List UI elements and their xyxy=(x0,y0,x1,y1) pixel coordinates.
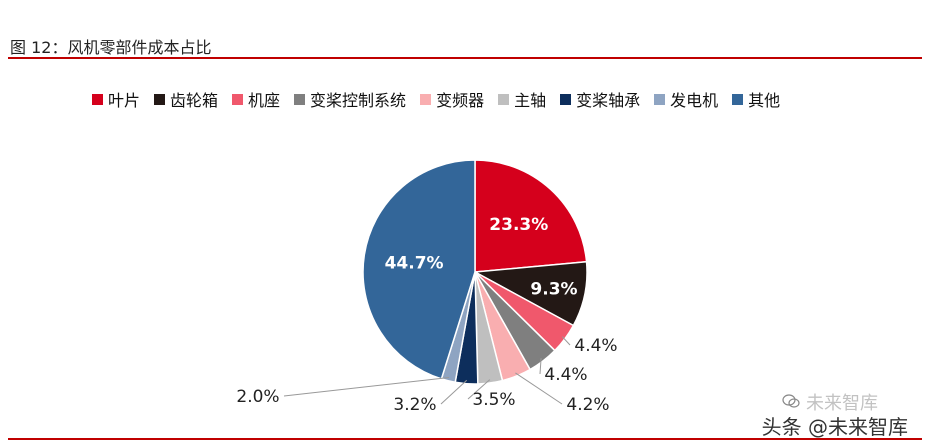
legend-item: 变桨控制系统 xyxy=(294,87,406,111)
data-label: 44.7% xyxy=(385,254,444,274)
legend-item: 发电机 xyxy=(654,87,718,111)
legend-label: 其他 xyxy=(748,91,781,110)
legend-swatch xyxy=(92,93,103,105)
data-label: 4.2% xyxy=(566,395,609,415)
leader-line xyxy=(283,377,450,397)
legend-swatch xyxy=(498,93,510,105)
watermark: 头条 @未来智库 xyxy=(761,415,908,439)
leader-line xyxy=(539,358,542,375)
legend-swatch xyxy=(654,93,666,105)
legend-label: 齿轮箱 xyxy=(170,91,219,110)
legend-label: 发电机 xyxy=(670,91,719,110)
legend-swatch xyxy=(420,93,432,105)
data-label: 3.2% xyxy=(393,395,436,415)
legend-item: 叶片 xyxy=(92,87,140,111)
legend-swatch xyxy=(560,93,572,105)
figure-title: 图 12：风机零部件成本占比 xyxy=(10,38,212,57)
legend-label: 机座 xyxy=(248,91,281,110)
leader-line xyxy=(467,379,491,400)
legend-item: 变桨轴承 xyxy=(560,87,640,111)
wechat-icon xyxy=(782,394,800,408)
legend-item: 变频器 xyxy=(420,87,484,111)
pie-slice xyxy=(474,159,588,273)
data-label: 4.4% xyxy=(574,336,617,356)
data-label: 3.5% xyxy=(472,390,515,410)
leader-line xyxy=(515,372,563,405)
bottom-rule xyxy=(8,438,922,440)
legend-swatch xyxy=(294,93,306,105)
chart-legend: 叶片 齿轮箱 机座 变桨控制系统 变频器 主轴 变桨轴承 发电机 其他 xyxy=(92,88,780,110)
data-label: 2.0% xyxy=(236,387,279,407)
legend-label: 变桨轴承 xyxy=(576,91,641,110)
top-rule xyxy=(8,57,922,59)
legend-label: 变频器 xyxy=(436,91,485,110)
legend-label: 主轴 xyxy=(514,91,547,110)
watermark-ghost: 未来智库 xyxy=(806,393,878,414)
leader-line xyxy=(561,336,571,346)
legend-swatch xyxy=(154,93,166,105)
data-label: 9.3% xyxy=(530,279,577,299)
legend-item: 齿轮箱 xyxy=(154,87,218,111)
legend-label: 变桨控制系统 xyxy=(310,91,407,110)
legend-label: 叶片 xyxy=(108,91,141,110)
legend-item: 机座 xyxy=(232,87,280,111)
data-label: 4.4% xyxy=(544,365,587,385)
data-label: 23.3% xyxy=(489,215,548,235)
legend-swatch xyxy=(232,93,244,105)
legend-item: 主轴 xyxy=(498,87,546,111)
legend-swatch xyxy=(732,93,744,105)
pie-slice xyxy=(362,159,476,380)
leader-line xyxy=(440,379,468,405)
legend-item: 其他 xyxy=(732,87,780,111)
